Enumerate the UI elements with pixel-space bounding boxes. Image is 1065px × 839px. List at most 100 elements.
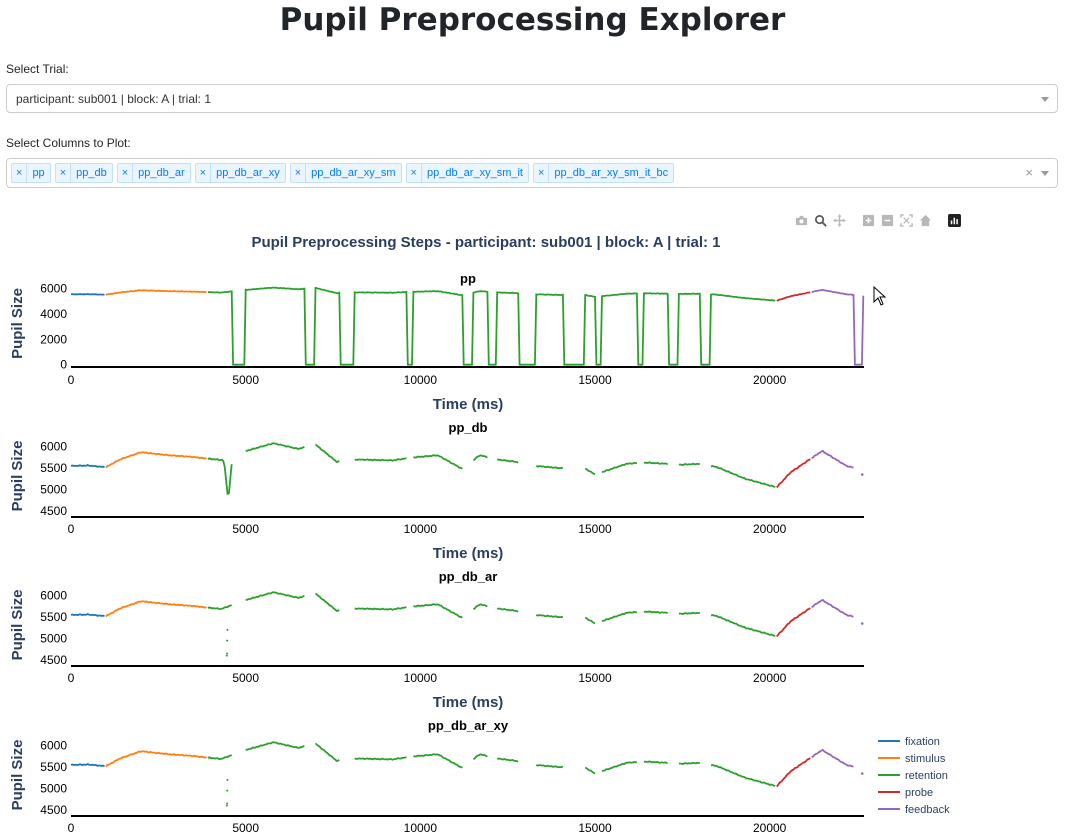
data-point xyxy=(860,622,864,625)
columns-multiselect[interactable]: × pp × pp_db × pp_db_ar × pp_db_ar_xy × pp_db… xyxy=(6,158,1058,188)
chip-label: pp_db_ar_xy_sm_it xyxy=(426,167,523,179)
x-axis-label: Time (ms) xyxy=(433,396,504,413)
series-line-retention xyxy=(245,442,305,452)
chip-label: pp_db_ar_xy xyxy=(216,167,280,179)
x-tick-label: 0 xyxy=(68,821,75,835)
panel-title: pp_db_ar xyxy=(439,569,498,584)
zoom-in-icon[interactable] xyxy=(861,213,876,228)
data-point xyxy=(226,778,229,781)
series-line-retention xyxy=(678,462,701,467)
chip-pp-db-ar: × pp_db_ar xyxy=(116,163,191,183)
y-tick-label: 2000 xyxy=(40,332,67,346)
autoscale-icon[interactable] xyxy=(899,213,914,228)
x-tick-label: 5000 xyxy=(232,671,259,685)
x-tick-label: 15000 xyxy=(578,522,612,536)
legend-label-probe: probe xyxy=(905,787,933,799)
series-line-stimulus xyxy=(105,451,207,469)
series-line-retention xyxy=(207,286,776,366)
series-line-retention xyxy=(354,457,407,462)
legend-label-retention: retention xyxy=(905,770,948,782)
series-line-feedback xyxy=(811,748,854,768)
chip-list: × pp × pp_db × pp_db_ar × pp_db_ar_xy × pp_db… xyxy=(11,163,675,183)
panel-title: pp_db_ar_xy xyxy=(428,718,509,733)
series-line-retention xyxy=(601,610,637,622)
y-tick-label: 6000 xyxy=(40,440,67,454)
chip-remove-icon[interactable]: × xyxy=(407,164,422,182)
series-line-retention xyxy=(314,742,340,762)
data-point xyxy=(226,628,229,631)
series-line-retention xyxy=(472,753,488,760)
columns-select-label: Select Columns to Plot: xyxy=(6,136,131,150)
y-tick-label: 6000 xyxy=(40,589,67,603)
clear-all-icon[interactable]: × xyxy=(1025,165,1033,180)
series-line-retention xyxy=(601,760,637,772)
x-tick-label: 20000 xyxy=(753,821,787,835)
series-line-retention xyxy=(643,461,669,466)
y-tick-label: 5500 xyxy=(40,461,67,475)
series-line-retention xyxy=(710,614,776,637)
series-line-stimulus xyxy=(105,289,207,296)
plot-modebar xyxy=(794,213,962,228)
x-tick-label: 15000 xyxy=(578,821,612,835)
x-tick-label: 10000 xyxy=(404,821,438,835)
plotly-logo-icon[interactable] xyxy=(947,213,962,228)
panel-title: pp_db xyxy=(449,420,488,435)
y-tick-label: 4000 xyxy=(40,307,67,321)
x-tick-label: 15000 xyxy=(578,671,612,685)
data-point xyxy=(226,802,229,805)
y-tick-label: 5000 xyxy=(40,482,67,496)
series-line-retention xyxy=(710,764,776,787)
series-line-fixation xyxy=(70,463,105,469)
series-line-feedback xyxy=(811,449,854,469)
x-tick-label: 0 xyxy=(68,373,75,387)
zoom-icon[interactable] xyxy=(813,213,828,228)
series-line-retention xyxy=(207,754,233,761)
series-line-feedback xyxy=(811,288,865,366)
x-tick-label: 20000 xyxy=(753,671,787,685)
chip-pp-db-ar-xy: × pp_db_ar_xy xyxy=(194,163,286,183)
mouse-cursor-icon xyxy=(873,286,887,306)
series-line-retention xyxy=(535,614,564,619)
chevron-down-icon[interactable] xyxy=(1041,171,1049,176)
chip-remove-icon[interactable]: × xyxy=(56,164,72,182)
y-tick-label: 5500 xyxy=(40,610,67,624)
panel-title: pp xyxy=(460,271,476,286)
series-line-retention xyxy=(601,461,637,473)
chip-label: pp_db_ar_xy_sm_it_bc xyxy=(554,167,669,179)
series-line-retention xyxy=(584,616,596,625)
camera-icon[interactable] xyxy=(794,213,809,228)
legend-label-fixation: fixation xyxy=(905,736,940,748)
series-line-probe xyxy=(776,458,811,489)
trial-select-value: participant: sub001 | block: A | trial: … xyxy=(16,92,212,106)
pan-icon[interactable] xyxy=(832,213,847,228)
chevron-down-icon[interactable] xyxy=(1041,97,1049,102)
y-axis-label: Pupil Size xyxy=(9,441,26,512)
chip-remove-icon[interactable]: × xyxy=(12,164,28,182)
chip-label: pp_db_ar_xy_sm xyxy=(311,167,396,179)
chip-remove-icon[interactable]: × xyxy=(291,164,307,182)
chip-remove-icon[interactable]: × xyxy=(534,164,550,182)
x-tick-label: 5000 xyxy=(232,821,259,835)
reset-axes-icon[interactable] xyxy=(918,213,933,228)
x-tick-label: 10000 xyxy=(404,373,438,387)
chip-label: pp_db_ar xyxy=(138,167,185,179)
chip-pp-db: × pp_db xyxy=(54,163,113,183)
series-line-retention xyxy=(496,458,519,464)
chip-remove-icon[interactable]: × xyxy=(196,164,212,182)
x-axis-label: Time (ms) xyxy=(433,694,504,711)
series-line-probe xyxy=(776,291,811,302)
trial-select-label: Select Trial: xyxy=(6,62,69,76)
chip-remove-icon[interactable]: × xyxy=(118,164,134,182)
series-line-retention xyxy=(496,757,519,763)
series-line-retention xyxy=(245,741,305,751)
x-tick-label: 5000 xyxy=(232,522,259,536)
zoom-out-icon[interactable] xyxy=(880,213,895,228)
data-point xyxy=(226,652,229,655)
y-tick-label: 0 xyxy=(60,358,67,372)
legend-label-stimulus: stimulus xyxy=(905,753,946,765)
series-line-probe xyxy=(776,757,811,788)
y-tick-label: 5000 xyxy=(40,781,67,795)
series-line-stimulus xyxy=(105,750,207,768)
series-line-retention xyxy=(584,766,596,775)
trial-select[interactable]: participant: sub001 | block: A | trial: … xyxy=(6,84,1058,113)
